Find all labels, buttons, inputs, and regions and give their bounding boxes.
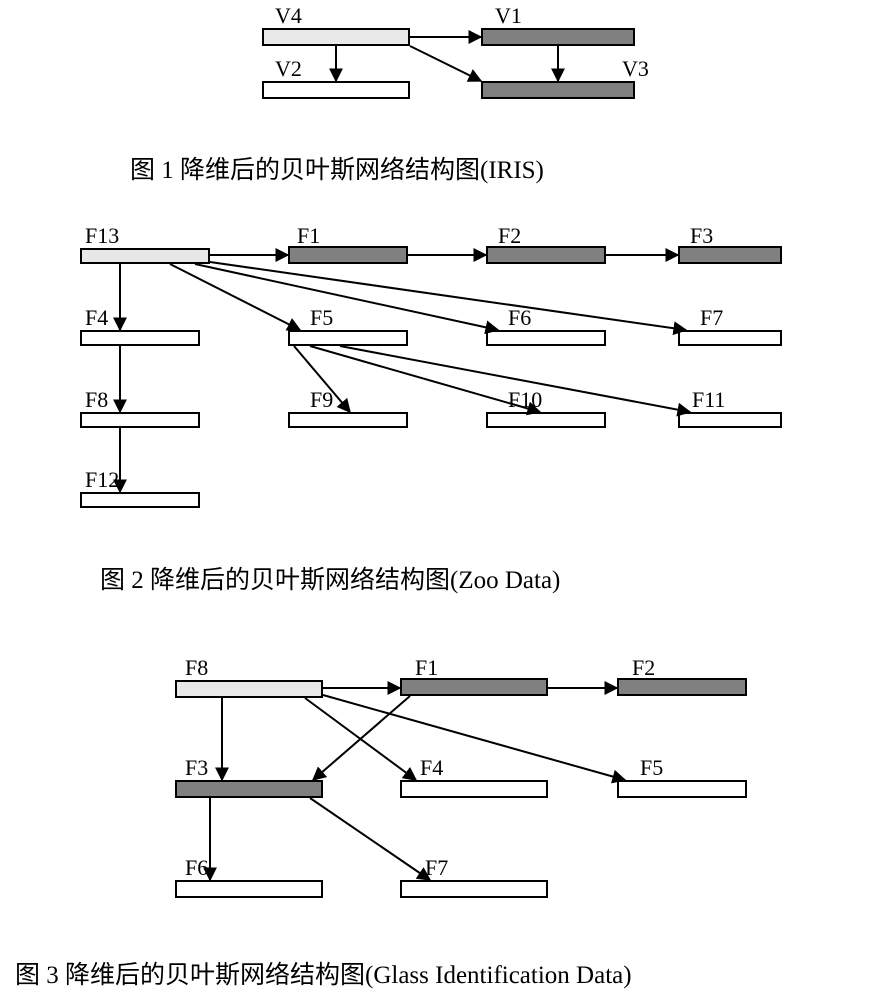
edge-fig3-F8-F5 bbox=[323, 695, 625, 780]
node-fig3-F6 bbox=[175, 880, 323, 898]
edge-fig1-V4-V3 bbox=[410, 46, 481, 81]
node-fig2-F6 bbox=[486, 330, 606, 346]
node-fig1-V4 bbox=[262, 28, 410, 46]
node-label-fig2-F1: F1 bbox=[297, 223, 320, 249]
edge-fig2-F13-F7 bbox=[210, 262, 686, 330]
node-fig3-F8 bbox=[175, 680, 323, 698]
node-label-fig2-F10: F10 bbox=[508, 387, 542, 413]
node-fig3-F7 bbox=[400, 880, 548, 898]
node-fig3-F3 bbox=[175, 780, 323, 798]
node-label-fig3-F5: F5 bbox=[640, 755, 663, 781]
node-label-fig1-V2: V2 bbox=[275, 56, 302, 82]
page-root: V4 V1 V2 V3 图 1 降维后的贝叶斯网络结构图(IRIS) F13 F1 F2 F3 F… bbox=[0, 0, 876, 1000]
node-label-fig2-F4: F4 bbox=[85, 305, 108, 331]
node-fig1-V2 bbox=[262, 81, 410, 99]
node-label-fig3-F2: F2 bbox=[632, 655, 655, 681]
node-fig2-F13 bbox=[80, 248, 210, 264]
caption-fig2: 图 2 降维后的贝叶斯网络结构图(Zoo Data) bbox=[100, 560, 560, 596]
node-label-fig2-F9: F9 bbox=[310, 387, 333, 413]
node-label-fig2-F13: F13 bbox=[85, 223, 119, 249]
edge-fig2-F5-F10 bbox=[310, 346, 540, 412]
edge-fig2-F13-F5 bbox=[170, 264, 300, 330]
node-fig1-V3 bbox=[481, 81, 635, 99]
node-fig1-V1 bbox=[481, 28, 635, 46]
node-fig2-F7 bbox=[678, 330, 782, 346]
node-label-fig3-F7: F7 bbox=[425, 855, 448, 881]
node-label-fig2-F12: F12 bbox=[85, 467, 119, 493]
node-label-fig3-F3: F3 bbox=[185, 755, 208, 781]
caption-fig3: 图 3 降维后的贝叶斯网络结构图(Glass Identification Da… bbox=[15, 955, 632, 991]
node-label-fig1-V3: V3 bbox=[622, 56, 649, 82]
node-label-fig2-F2: F2 bbox=[498, 223, 521, 249]
node-label-fig3-F1: F1 bbox=[415, 655, 438, 681]
node-fig2-F5 bbox=[288, 330, 408, 346]
node-label-fig2-F3: F3 bbox=[690, 223, 713, 249]
node-label-fig3-F8: F8 bbox=[185, 655, 208, 681]
node-label-fig3-F4: F4 bbox=[420, 755, 443, 781]
node-fig3-F4 bbox=[400, 780, 548, 798]
edge-fig2-F13-F6 bbox=[195, 264, 498, 330]
node-label-fig2-F8: F8 bbox=[85, 387, 108, 413]
node-label-fig1-V1: V1 bbox=[495, 3, 522, 29]
node-fig2-F4 bbox=[80, 330, 200, 346]
node-fig2-F9 bbox=[288, 412, 408, 428]
node-label-fig2-F5: F5 bbox=[310, 305, 333, 331]
node-fig2-F10 bbox=[486, 412, 606, 428]
node-label-fig3-F6: F6 bbox=[185, 855, 208, 881]
node-fig3-F5 bbox=[617, 780, 747, 798]
caption-fig1: 图 1 降维后的贝叶斯网络结构图(IRIS) bbox=[130, 150, 544, 186]
node-label-fig1-V4: V4 bbox=[275, 3, 302, 29]
node-label-fig2-F11: F11 bbox=[692, 387, 725, 413]
edge-fig3-F1-F3 bbox=[313, 696, 410, 780]
node-fig2-F12 bbox=[80, 492, 200, 508]
node-fig2-F8 bbox=[80, 412, 200, 428]
node-label-fig2-F7: F7 bbox=[700, 305, 723, 331]
edge-fig3-F8-F4 bbox=[305, 698, 416, 780]
node-label-fig2-F6: F6 bbox=[508, 305, 531, 331]
node-fig2-F11 bbox=[678, 412, 782, 428]
edge-fig3-F3-F7 bbox=[310, 798, 430, 880]
